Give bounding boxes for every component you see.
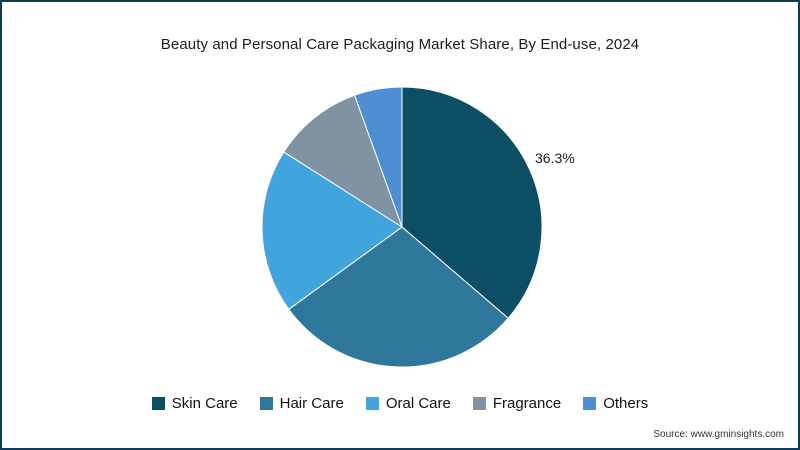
- legend-item-hair-care: Hair Care: [259, 395, 344, 412]
- pie-slice-skin-care: [401, 86, 543, 319]
- skin-care-data-label: 36.3%: [535, 150, 575, 166]
- legend-swatch-oral-care: [365, 397, 379, 410]
- chart-title: Beauty and Personal Care Packaging Marke…: [160, 36, 640, 53]
- legend: Skin Care Hair Care Oral Care Fragrance Othe…: [2, 395, 798, 412]
- pie-slice-oral-care: [261, 151, 403, 310]
- legend-label-fragrance: Fragrance: [492, 395, 562, 412]
- legend-swatch-hair-care: [259, 397, 273, 410]
- pie-slice-fragrance: [283, 94, 403, 228]
- pie-slice-others: [354, 86, 403, 228]
- legend-label-oral-care: Oral Care: [385, 395, 451, 412]
- legend-swatch-others: [583, 397, 597, 410]
- legend-label-skin-care: Skin Care: [171, 395, 238, 412]
- legend-swatch-skin-care: [151, 397, 165, 410]
- legend-item-skin-care: Skin Care: [151, 395, 238, 412]
- legend-item-others: Others: [583, 395, 648, 412]
- pie-slice-hair-care: [288, 226, 509, 368]
- legend-item-oral-care: Oral Care: [365, 395, 451, 412]
- pie-chart: [261, 86, 543, 368]
- legend-swatch-fragrance: [472, 397, 486, 410]
- legend-item-fragrance: Fragrance: [472, 395, 562, 412]
- legend-label-others: Others: [603, 395, 649, 412]
- legend-label-hair-care: Hair Care: [279, 395, 344, 412]
- source-attribution: Source: www.gminsights.com: [653, 429, 784, 440]
